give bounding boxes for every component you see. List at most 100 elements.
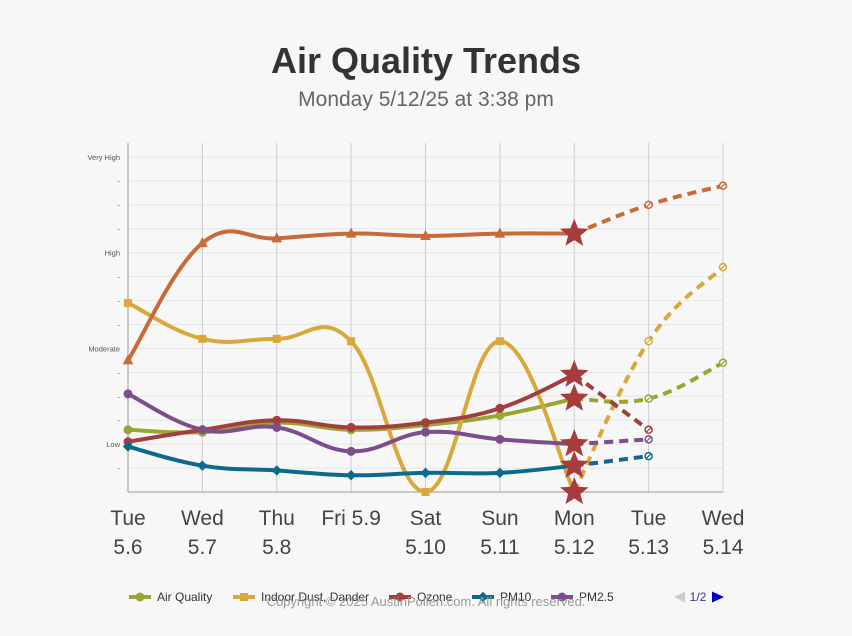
data-point bbox=[122, 441, 134, 452]
x-tick-label: 5.12 bbox=[554, 536, 595, 559]
data-point bbox=[495, 434, 505, 444]
y-tick-label: - bbox=[118, 201, 121, 210]
legend: Air Quality Indoor Dust, Dander Ozone PM10 P… bbox=[129, 590, 614, 604]
x-tick-label: Wed bbox=[181, 507, 224, 530]
y-tick-label: - bbox=[118, 297, 121, 306]
chart-title: Air Quality Trends bbox=[270, 40, 582, 81]
next-page-icon[interactable] bbox=[712, 591, 724, 603]
data-point bbox=[123, 389, 133, 399]
legend-item[interactable]: Indoor Dust, Dander bbox=[233, 590, 369, 604]
x-tick-label: Fri 5.9 bbox=[321, 507, 381, 530]
data-point bbox=[272, 334, 281, 343]
x-tick-label: Sun bbox=[481, 507, 518, 530]
data-point bbox=[271, 465, 282, 476]
series-indoor-dust-dander bbox=[124, 262, 728, 496]
x-tick-label: 5.14 bbox=[703, 536, 744, 559]
forecast-hatch bbox=[645, 395, 652, 402]
legend-item[interactable]: Air Quality bbox=[129, 590, 212, 604]
page-indicator: 1/2 bbox=[690, 590, 707, 604]
data-point bbox=[495, 337, 504, 346]
data-point bbox=[495, 403, 505, 413]
data-point bbox=[347, 337, 356, 346]
y-tick-label: - bbox=[118, 321, 121, 330]
y-tick-label: - bbox=[118, 273, 121, 282]
today-star bbox=[560, 429, 589, 457]
today-star bbox=[560, 359, 589, 387]
data-point bbox=[345, 470, 357, 481]
data-point bbox=[272, 422, 282, 432]
forecast-hatch bbox=[720, 182, 726, 189]
legend-marker bbox=[477, 591, 489, 603]
x-tick-label: Sat bbox=[410, 507, 442, 530]
x-axis: Tue 5.6 Wed 5.7 Thu 5.8 Fri 5.9 Sat 5.10 Sun 5.11 M… bbox=[110, 491, 745, 559]
x-tick-label: 5.6 bbox=[113, 536, 142, 559]
data-point bbox=[124, 298, 132, 307]
legend-label: PM10 bbox=[500, 590, 532, 604]
forecast-hatch bbox=[720, 264, 726, 270]
y-tick-label: - bbox=[118, 225, 121, 234]
legend-marker bbox=[240, 593, 248, 601]
legend-marker bbox=[395, 592, 405, 602]
prev-page-icon[interactable] bbox=[674, 591, 685, 603]
data-point bbox=[420, 467, 431, 479]
y-tick-label: - bbox=[118, 416, 121, 425]
legend-marker bbox=[135, 592, 145, 602]
y-tick-label: - bbox=[118, 392, 121, 401]
y-tick-label: Low bbox=[106, 440, 120, 449]
legend-label: PM2.5 bbox=[579, 590, 614, 604]
y-tick-label: - bbox=[118, 368, 121, 377]
data-point bbox=[420, 229, 431, 240]
data-point bbox=[197, 237, 208, 248]
forecast-hatch bbox=[645, 338, 652, 345]
data-point bbox=[123, 425, 133, 435]
y-axis: - Low - - - Moderate - - - High - - - Very High bbox=[87, 143, 129, 492]
legend-label: Indoor Dust, Dander bbox=[261, 590, 369, 604]
x-tick-label: 5.7 bbox=[188, 536, 217, 559]
forecast-hatch bbox=[645, 436, 652, 443]
plot-grid bbox=[127, 143, 724, 493]
legend-item[interactable]: PM2.5 bbox=[551, 590, 614, 604]
today-star bbox=[560, 450, 589, 478]
data-point bbox=[198, 334, 207, 343]
y-tick-label: - bbox=[118, 177, 121, 186]
forecast-hatch bbox=[645, 453, 652, 460]
series-pm2-5 bbox=[123, 389, 653, 456]
legend-item[interactable]: PM10 bbox=[472, 590, 532, 604]
forecast-hatch bbox=[645, 426, 652, 433]
forecast-line bbox=[574, 360, 724, 404]
data-point bbox=[494, 467, 506, 479]
data-point bbox=[421, 427, 430, 437]
x-tick-label: Mon bbox=[554, 507, 595, 530]
series-line bbox=[126, 300, 577, 495]
chart-subtitle: Monday 5/12/25 at 3:38 pm bbox=[298, 88, 554, 111]
x-tick-label: Wed bbox=[702, 507, 745, 530]
x-tick-label: Tue bbox=[631, 507, 666, 530]
data-point bbox=[494, 227, 506, 238]
legend-label: Air Quality bbox=[157, 590, 212, 604]
data-point bbox=[122, 354, 134, 365]
data-point bbox=[197, 425, 207, 435]
data-point bbox=[421, 488, 430, 496]
y-tick-label: Very High bbox=[87, 153, 120, 162]
data-point bbox=[346, 422, 356, 432]
x-tick-label: 5.13 bbox=[628, 536, 669, 559]
data-point bbox=[271, 232, 283, 243]
x-tick-label: Tue bbox=[110, 507, 145, 530]
y-tick-label: High bbox=[105, 249, 120, 258]
data-point bbox=[345, 227, 357, 238]
legend-item[interactable]: Ozone bbox=[389, 590, 453, 604]
data-point bbox=[421, 418, 430, 428]
x-tick-label: 5.11 bbox=[480, 536, 519, 559]
legend-pagination: 1/2 bbox=[674, 590, 724, 604]
forecast-hatch bbox=[645, 201, 652, 208]
today-star bbox=[560, 218, 589, 246]
legend-label: Ozone bbox=[417, 590, 453, 604]
x-tick-label: 5.10 bbox=[405, 536, 446, 559]
today-markers bbox=[560, 218, 589, 505]
legend-marker bbox=[557, 592, 567, 602]
y-tick-label: Moderate bbox=[88, 344, 120, 353]
data-point bbox=[197, 460, 208, 471]
today-star bbox=[560, 383, 589, 411]
forecast-hatch bbox=[720, 359, 726, 366]
